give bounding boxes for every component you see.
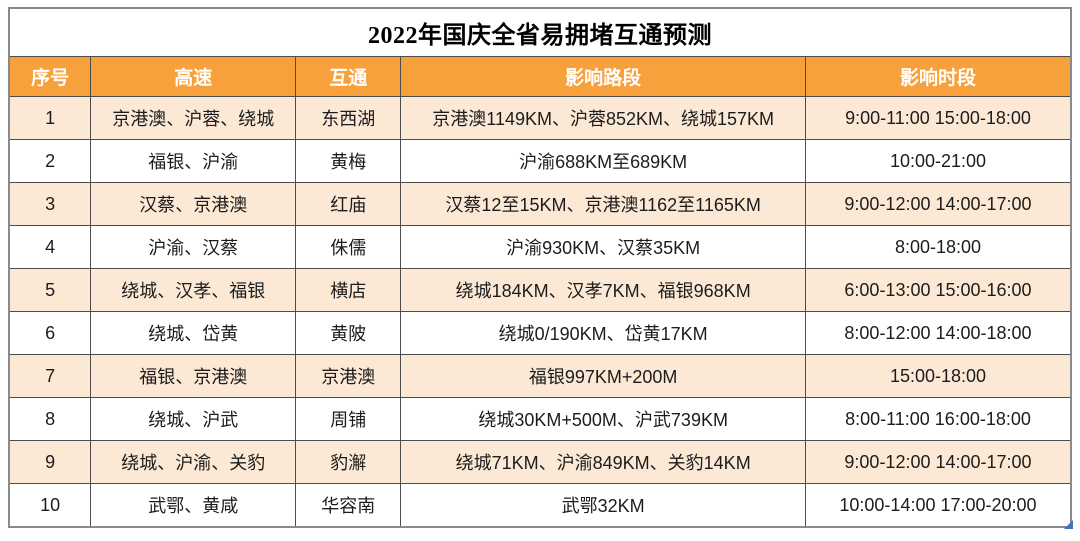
cell-affected-section: 武鄂32KM — [400, 483, 806, 528]
cell-affected-time: 10:00-21:00 — [804, 139, 1072, 183]
page-title: 2022年国庆全省易拥堵互通预测 — [8, 7, 1072, 57]
table-row: 4 沪渝、汉蔡 侏儒 沪渝930KM、汉蔡35KM 8:00-18:00 — [8, 225, 1072, 269]
cell-affected-time: 8:00-18:00 — [804, 225, 1072, 269]
cell-seq: 7 — [8, 354, 92, 398]
cell-highway: 绕城、汉孝、福银 — [90, 268, 297, 312]
cell-affected-time: 8:00-12:00 14:00-18:00 — [804, 311, 1072, 355]
cell-seq: 8 — [8, 397, 92, 441]
cell-interchange: 黄陂 — [295, 311, 402, 355]
table-row: 6 绕城、岱黄 黄陂 绕城0/190KM、岱黄17KM 8:00-12:00 1… — [8, 311, 1072, 355]
cell-affected-time: 9:00-12:00 14:00-17:00 — [804, 182, 1072, 226]
cell-interchange: 黄梅 — [295, 139, 402, 183]
column-header-affected-section: 影响路段 — [400, 56, 806, 97]
cell-seq: 1 — [8, 96, 92, 140]
column-header-interchange: 互通 — [295, 56, 402, 97]
cell-affected-section: 京港澳1149KM、沪蓉852KM、绕城157KM — [400, 96, 806, 140]
cell-affected-section: 绕城184KM、汉孝7KM、福银968KM — [400, 268, 806, 312]
table-row: 9 绕城、沪渝、关豹 豹澥 绕城71KM、沪渝849KM、关豹14KM 9:00… — [8, 440, 1072, 484]
cell-highway: 福银、沪渝 — [90, 139, 297, 183]
cell-interchange: 京港澳 — [295, 354, 402, 398]
column-header-seq: 序号 — [8, 56, 92, 97]
table-row: 5 绕城、汉孝、福银 横店 绕城184KM、汉孝7KM、福银968KM 6:00… — [8, 268, 1072, 312]
cell-affected-section: 沪渝688KM至689KM — [400, 139, 806, 183]
congestion-forecast-table: 2022年国庆全省易拥堵互通预测 序号 高速 互通 影响路段 影响时段 1 京港… — [8, 7, 1072, 528]
cell-seq: 6 — [8, 311, 92, 355]
cell-affected-section: 绕城71KM、沪渝849KM、关豹14KM — [400, 440, 806, 484]
table-row: 10 武鄂、黄咸 华容南 武鄂32KM 10:00-14:00 17:00-20… — [8, 483, 1072, 528]
cell-affected-section: 绕城30KM+500M、沪武739KM — [400, 397, 806, 441]
cell-affected-time: 15:00-18:00 — [804, 354, 1072, 398]
cell-seq: 9 — [8, 440, 92, 484]
cell-affected-time: 9:00-12:00 14:00-17:00 — [804, 440, 1072, 484]
cell-affected-section: 沪渝930KM、汉蔡35KM — [400, 225, 806, 269]
cell-highway: 京港澳、沪蓉、绕城 — [90, 96, 297, 140]
cell-affected-time: 8:00-11:00 16:00-18:00 — [804, 397, 1072, 441]
cell-seq: 5 — [8, 268, 92, 312]
column-header-row: 序号 高速 互通 影响路段 影响时段 — [8, 56, 1072, 97]
cell-interchange: 横店 — [295, 268, 402, 312]
cell-seq: 2 — [8, 139, 92, 183]
cell-interchange: 东西湖 — [295, 96, 402, 140]
table-row: 3 汉蔡、京港澳 红庙 汉蔡12至15KM、京港澳1162至1165KM 9:0… — [8, 182, 1072, 226]
cell-seq: 4 — [8, 225, 92, 269]
cell-highway: 绕城、沪渝、关豹 — [90, 440, 297, 484]
cell-affected-section: 绕城0/190KM、岱黄17KM — [400, 311, 806, 355]
cell-interchange: 周铺 — [295, 397, 402, 441]
cell-interchange: 豹澥 — [295, 440, 402, 484]
table-row: 8 绕城、沪武 周铺 绕城30KM+500M、沪武739KM 8:00-11:0… — [8, 397, 1072, 441]
cell-highway: 沪渝、汉蔡 — [90, 225, 297, 269]
cell-seq: 10 — [8, 483, 92, 528]
cell-interchange: 侏儒 — [295, 225, 402, 269]
cell-interchange: 红庙 — [295, 182, 402, 226]
title-row: 2022年国庆全省易拥堵互通预测 — [8, 7, 1072, 57]
cell-affected-section: 福银997KM+200M — [400, 354, 806, 398]
table-row: 7 福银、京港澳 京港澳 福银997KM+200M 15:00-18:00 — [8, 354, 1072, 398]
forecast-table-container: 2022年国庆全省易拥堵互通预测 序号 高速 互通 影响路段 影响时段 1 京港… — [8, 7, 1073, 529]
cell-highway: 武鄂、黄咸 — [90, 483, 297, 528]
column-header-highway: 高速 — [90, 56, 297, 97]
cell-seq: 3 — [8, 182, 92, 226]
cell-highway: 绕城、岱黄 — [90, 311, 297, 355]
cell-affected-time: 10:00-14:00 17:00-20:00 — [804, 483, 1072, 528]
cell-interchange: 华容南 — [295, 483, 402, 528]
column-header-affected-time: 影响时段 — [804, 56, 1072, 97]
cell-highway: 汉蔡、京港澳 — [90, 182, 297, 226]
table-row: 2 福银、沪渝 黄梅 沪渝688KM至689KM 10:00-21:00 — [8, 139, 1072, 183]
cell-affected-time: 6:00-13:00 15:00-16:00 — [804, 268, 1072, 312]
cell-highway: 绕城、沪武 — [90, 397, 297, 441]
cell-affected-time: 9:00-11:00 15:00-18:00 — [804, 96, 1072, 140]
cell-highway: 福银、京港澳 — [90, 354, 297, 398]
table-body: 1 京港澳、沪蓉、绕城 东西湖 京港澳1149KM、沪蓉852KM、绕城157K… — [8, 96, 1072, 528]
selection-handle-icon — [1064, 520, 1073, 529]
table-row: 1 京港澳、沪蓉、绕城 东西湖 京港澳1149KM、沪蓉852KM、绕城157K… — [8, 96, 1072, 140]
cell-affected-section: 汉蔡12至15KM、京港澳1162至1165KM — [400, 182, 806, 226]
